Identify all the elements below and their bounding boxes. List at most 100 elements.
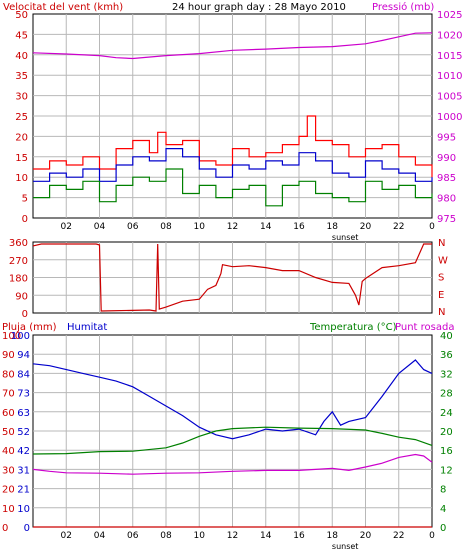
right-tick-label: 1020 [437, 30, 462, 41]
x-tick-label: 0 [429, 222, 435, 232]
wind-speed-axis-title: Velocitat del vent (kmh) [3, 2, 123, 13]
temperature-tick-label: 12 [440, 465, 453, 476]
humidity-tick-label: 31 [17, 465, 30, 476]
left-tick-label: 5 [22, 194, 28, 205]
humidity-tick-label: 84 [17, 369, 30, 380]
x-tick-label: 10 [194, 222, 206, 232]
right-tick-label: 1000 [437, 112, 462, 123]
direction-tick-label: 180 [9, 274, 28, 285]
right-tick-label: 1005 [437, 92, 462, 103]
compass-label: S [438, 273, 444, 284]
rain-tick-label: 10 [2, 504, 15, 515]
rain-tick-label: 100 [2, 331, 21, 342]
temperature-tick-label: 0 [440, 523, 446, 534]
left-tick-label: 20 [15, 132, 28, 143]
x-tick-label: 08 [160, 531, 172, 541]
temperature-tick-label: 28 [440, 389, 453, 400]
direction-tick-label: 270 [9, 256, 28, 267]
right-tick-label: 1025 [437, 10, 462, 21]
temperature-tick-label: 32 [440, 369, 453, 380]
rain-tick-label: 50 [2, 427, 15, 438]
temperature-tick-label: 16 [440, 446, 453, 457]
left-tick-label: 15 [15, 153, 28, 164]
x-tick-label: 02 [61, 531, 72, 541]
direction-tick-label: 90 [15, 291, 28, 302]
series-line-wind-direction [32, 243, 432, 312]
right-tick-label: 990 [437, 153, 456, 164]
left-tick-label: 0 [22, 214, 28, 225]
x-tick-label: 14 [260, 531, 272, 541]
left-tick-label: 25 [15, 112, 28, 123]
series-line-punt-rosada [32, 453, 433, 475]
x-tick-label: 02 [61, 222, 72, 232]
temperature-axis-title: Temperatura (°C) [309, 322, 397, 333]
left-tick-label: 35 [15, 71, 28, 82]
x-tick-label: 04 [94, 222, 106, 232]
left-tick-label: 30 [15, 92, 28, 103]
direction-tick-label: 0 [22, 309, 28, 320]
x-tick-label: 14 [260, 222, 272, 232]
series-line-humitat [32, 359, 433, 440]
sunset-annotation: sunset [332, 233, 359, 242]
x-tick-label: 18 [327, 222, 339, 232]
left-tick-label: 10 [15, 173, 28, 184]
humidity-tick-label: 10 [17, 504, 30, 515]
x-tick-label: 06 [127, 531, 139, 541]
rain-tick-label: 80 [2, 369, 15, 380]
x-tick-label: 16 [293, 531, 305, 541]
compass-label: W [438, 255, 448, 266]
x-tick-label: 0 [429, 531, 435, 541]
temperature-tick-label: 40 [440, 331, 453, 342]
direction-tick-label: 360 [9, 238, 28, 249]
right-tick-label: 1015 [437, 51, 462, 62]
x-tick-label: 08 [160, 222, 172, 232]
humidity-tick-label: 63 [17, 408, 30, 419]
series-line-gust [33, 115, 433, 178]
left-tick-label: 40 [15, 51, 28, 62]
left-tick-label: 45 [15, 30, 28, 41]
rain-tick-label: 60 [2, 408, 15, 419]
x-tick-label: 22 [393, 531, 404, 541]
right-tick-label: 980 [437, 194, 456, 205]
dewpoint-axis-title: Punt rosada [395, 322, 454, 333]
temperature-tick-label: 20 [440, 427, 453, 438]
compass-label: N [438, 307, 445, 318]
right-tick-label: 985 [437, 173, 456, 184]
right-tick-label: 1010 [437, 71, 462, 82]
x-tick-label: 06 [127, 222, 139, 232]
humidity-tick-label: 0 [24, 523, 30, 534]
x-tick-label: 10 [194, 531, 206, 541]
x-tick-label: 20 [360, 222, 372, 232]
x-tick-label: 12 [227, 531, 238, 541]
x-tick-label: 04 [94, 531, 106, 541]
rain-tick-label: 20 [2, 485, 15, 496]
rain-tick-label: 30 [2, 465, 15, 476]
humidity-tick-label: 73 [17, 389, 30, 400]
left-tick-label: 50 [15, 10, 28, 21]
temperature-tick-label: 8 [440, 485, 446, 496]
compass-label: E [438, 290, 444, 301]
right-tick-label: 975 [437, 214, 456, 225]
x-tick-label: 18 [327, 531, 339, 541]
humidity-axis-title: Humitat [67, 322, 107, 333]
humidity-tick-label: 100 [11, 331, 30, 342]
x-tick-label: 16 [293, 222, 305, 232]
humidity-tick-label: 42 [17, 446, 30, 457]
temperature-tick-label: 24 [440, 408, 453, 419]
humidity-tick-label: 21 [17, 485, 30, 496]
series-line-lull [33, 168, 433, 207]
right-tick-label: 995 [437, 132, 456, 143]
pressure-axis-title: Pressió (mb) [372, 1, 434, 13]
humidity-tick-label: 52 [17, 427, 30, 438]
series-line-pressi-mb- [32, 32, 433, 60]
x-tick-label: 20 [360, 531, 372, 541]
temperature-tick-label: 4 [440, 504, 446, 515]
x-tick-label: 22 [393, 222, 404, 232]
humidity-tick-label: 94 [17, 350, 30, 361]
compass-label: N [438, 238, 445, 249]
rain-tick-label: 40 [2, 446, 15, 457]
temperature-tick-label: 36 [440, 350, 453, 361]
rain-tick-label: 70 [2, 389, 15, 400]
